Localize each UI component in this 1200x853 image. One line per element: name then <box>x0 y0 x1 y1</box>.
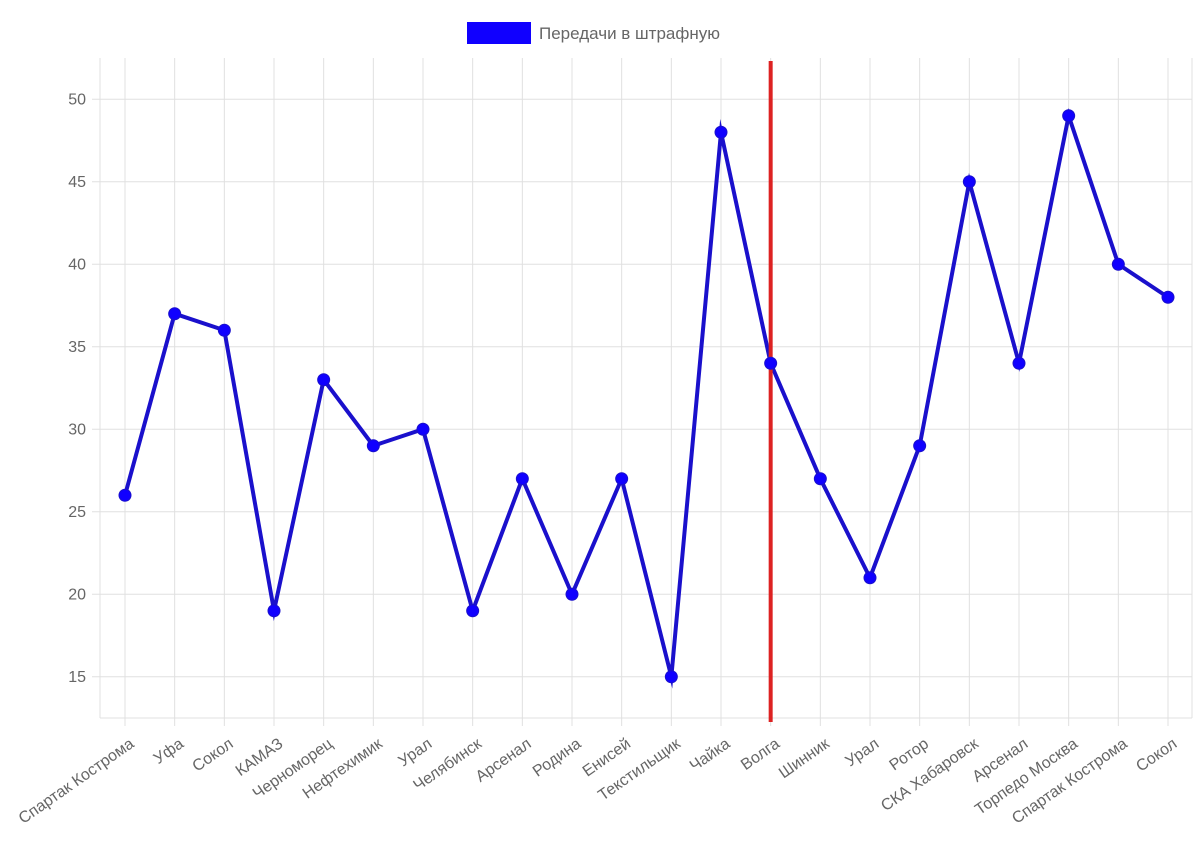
x-tick-label: Чайка <box>687 735 733 775</box>
data-point[interactable] <box>118 488 132 502</box>
data-point[interactable] <box>615 472 629 486</box>
x-tick-label: Арсенал <box>473 735 535 785</box>
y-tick-label: 15 <box>68 669 86 686</box>
data-point[interactable] <box>913 439 927 453</box>
x-tick-label: Шинник <box>776 735 833 782</box>
data-point[interactable] <box>217 323 231 337</box>
data-point[interactable] <box>267 604 281 618</box>
y-tick-label: 25 <box>68 504 86 521</box>
y-tick-label: 40 <box>68 256 86 273</box>
y-tick-label: 50 <box>68 91 86 108</box>
x-tick-label: Урал <box>396 735 436 770</box>
legend-label: Передачи в штрафную <box>539 24 720 43</box>
points-layer <box>118 109 1175 684</box>
data-point[interactable] <box>764 356 778 370</box>
data-point[interactable] <box>317 373 331 387</box>
legend[interactable]: Передачи в штрафную <box>467 22 720 44</box>
data-point[interactable] <box>366 439 380 453</box>
y-tick-label: 45 <box>68 174 86 191</box>
data-point[interactable] <box>962 175 976 189</box>
grid <box>92 58 1193 726</box>
y-axis: 15 20 25 30 35 40 45 50 <box>68 91 86 686</box>
x-tick-label: Родина <box>530 735 584 780</box>
data-point[interactable] <box>1161 290 1175 304</box>
series-line <box>123 107 1170 689</box>
legend-swatch <box>467 22 531 44</box>
data-point[interactable] <box>863 571 877 585</box>
series-layer <box>123 107 1170 689</box>
data-point[interactable] <box>714 125 728 139</box>
data-point[interactable] <box>466 604 480 618</box>
x-tick-label: Уфа <box>151 735 187 767</box>
data-point[interactable] <box>416 422 430 436</box>
x-tick-label: Сокол <box>190 735 237 775</box>
data-point[interactable] <box>1012 356 1026 370</box>
data-point[interactable] <box>168 307 182 321</box>
y-tick-label: 35 <box>68 339 86 356</box>
y-tick-label: 20 <box>68 586 86 603</box>
x-tick-label: Сокол <box>1133 735 1180 775</box>
data-point[interactable] <box>1111 257 1125 271</box>
x-tick-label: Спартак Кострома <box>16 735 138 827</box>
data-point[interactable] <box>515 472 529 486</box>
x-tick-label: СКА Хабаровск <box>878 735 982 815</box>
y-tick-label: 30 <box>68 421 86 438</box>
data-point[interactable] <box>813 472 827 486</box>
data-point[interactable] <box>664 670 678 684</box>
x-tick-label: Урал <box>843 735 883 770</box>
data-point[interactable] <box>565 587 579 601</box>
x-axis: Спартак Кострома Уфа СоколКАМАЗЧерноморецН… <box>16 735 1180 828</box>
data-point[interactable] <box>1062 109 1076 123</box>
